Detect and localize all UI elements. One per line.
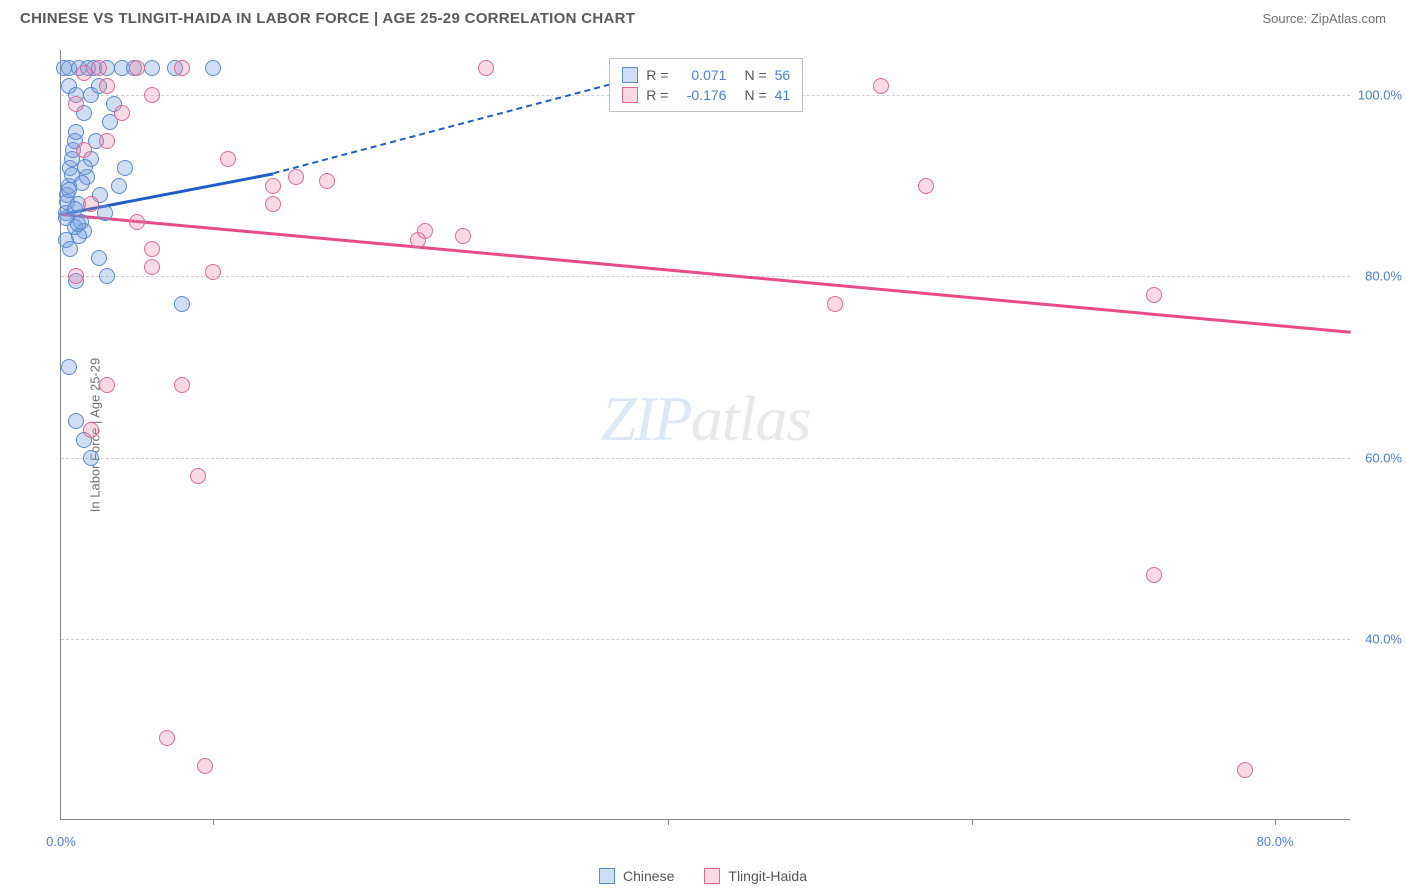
- gridline-h: [61, 639, 1350, 640]
- data-point: [144, 241, 160, 257]
- data-point: [159, 730, 175, 746]
- stats-legend-row: R = -0.176 N = 41: [622, 85, 790, 105]
- data-point: [129, 60, 145, 76]
- data-point: [174, 60, 190, 76]
- data-point: [1146, 567, 1162, 583]
- data-point: [74, 175, 90, 191]
- bottom-legend: Chinese Tlingit-Haida: [599, 868, 807, 884]
- y-tick-label: 60.0%: [1365, 450, 1402, 465]
- x-tick: [1275, 819, 1276, 825]
- stat-r-value: -0.176: [676, 87, 726, 103]
- plot-area: ZIPatlas 40.0%60.0%80.0%100.0%0.0%80.0%R…: [60, 50, 1350, 820]
- data-point: [205, 60, 221, 76]
- data-point: [114, 105, 130, 121]
- gridline-h: [61, 458, 1350, 459]
- y-tick-label: 80.0%: [1365, 269, 1402, 284]
- chart-header: CHINESE VS TLINGIT-HAIDA IN LABOR FORCE …: [0, 0, 1406, 35]
- legend-swatch: [599, 868, 615, 884]
- stat-n-label: N =: [744, 67, 766, 83]
- data-point: [111, 178, 127, 194]
- x-tick: [972, 819, 973, 825]
- stat-n-label: N =: [744, 87, 766, 103]
- data-point: [190, 468, 206, 484]
- data-point: [76, 65, 92, 81]
- data-point: [117, 160, 133, 176]
- stats-legend: R = 0.071 N = 56 R = -0.176 N = 41: [609, 58, 803, 112]
- data-point: [1146, 287, 1162, 303]
- data-point: [319, 173, 335, 189]
- data-point: [97, 205, 113, 221]
- data-point: [99, 133, 115, 149]
- stat-r-label: R =: [646, 87, 668, 103]
- data-point: [83, 422, 99, 438]
- stat-r-value: 0.071: [676, 67, 726, 83]
- x-tick: [213, 819, 214, 825]
- data-point: [1237, 762, 1253, 778]
- data-point: [918, 178, 934, 194]
- data-point: [83, 450, 99, 466]
- stat-n-value: 41: [775, 87, 791, 103]
- data-point: [61, 359, 77, 375]
- data-point: [220, 151, 236, 167]
- data-point: [99, 268, 115, 284]
- stat-n-value: 56: [775, 67, 791, 83]
- data-point: [174, 377, 190, 393]
- data-point: [76, 142, 92, 158]
- data-point: [68, 268, 84, 284]
- data-point: [99, 377, 115, 393]
- stat-r-label: R =: [646, 67, 668, 83]
- chart-title: CHINESE VS TLINGIT-HAIDA IN LABOR FORCE …: [20, 10, 635, 27]
- y-tick-label: 40.0%: [1365, 631, 1402, 646]
- data-point: [68, 413, 84, 429]
- data-point: [144, 259, 160, 275]
- data-point: [83, 196, 99, 212]
- x-tick: [668, 819, 669, 825]
- data-point: [478, 60, 494, 76]
- data-point: [265, 196, 281, 212]
- data-point: [91, 250, 107, 266]
- legend-swatch: [622, 87, 638, 103]
- data-point: [129, 214, 145, 230]
- gridline-h: [61, 276, 1350, 277]
- data-point: [99, 78, 115, 94]
- data-point: [70, 216, 86, 232]
- trend-line: [61, 213, 1351, 333]
- data-point: [410, 232, 426, 248]
- data-point: [205, 264, 221, 280]
- bottom-legend-item: Tlingit-Haida: [704, 868, 807, 884]
- watermark: ZIPatlas: [601, 382, 810, 456]
- x-tick-label: 0.0%: [46, 834, 76, 849]
- data-point: [91, 60, 107, 76]
- bottom-legend-item: Chinese: [599, 868, 674, 884]
- legend-swatch: [622, 67, 638, 83]
- data-point: [197, 758, 213, 774]
- data-point: [174, 296, 190, 312]
- data-point: [144, 87, 160, 103]
- y-tick-label: 100.0%: [1358, 88, 1402, 103]
- chart-container: In Labor Force | Age 25-29 ZIPatlas 40.0…: [48, 40, 1388, 830]
- data-point: [288, 169, 304, 185]
- data-point: [455, 228, 471, 244]
- legend-label: Chinese: [623, 868, 674, 884]
- data-point: [68, 124, 84, 140]
- data-point: [77, 159, 93, 175]
- data-point: [62, 241, 78, 257]
- data-point: [68, 96, 84, 112]
- data-point: [827, 296, 843, 312]
- stats-legend-row: R = 0.071 N = 56: [622, 65, 790, 85]
- legend-swatch: [704, 868, 720, 884]
- legend-label: Tlingit-Haida: [728, 868, 807, 884]
- data-point: [67, 201, 83, 217]
- data-point: [144, 60, 160, 76]
- data-point: [873, 78, 889, 94]
- data-point: [265, 178, 281, 194]
- x-tick-label: 80.0%: [1257, 834, 1294, 849]
- chart-source: Source: ZipAtlas.com: [1262, 11, 1386, 26]
